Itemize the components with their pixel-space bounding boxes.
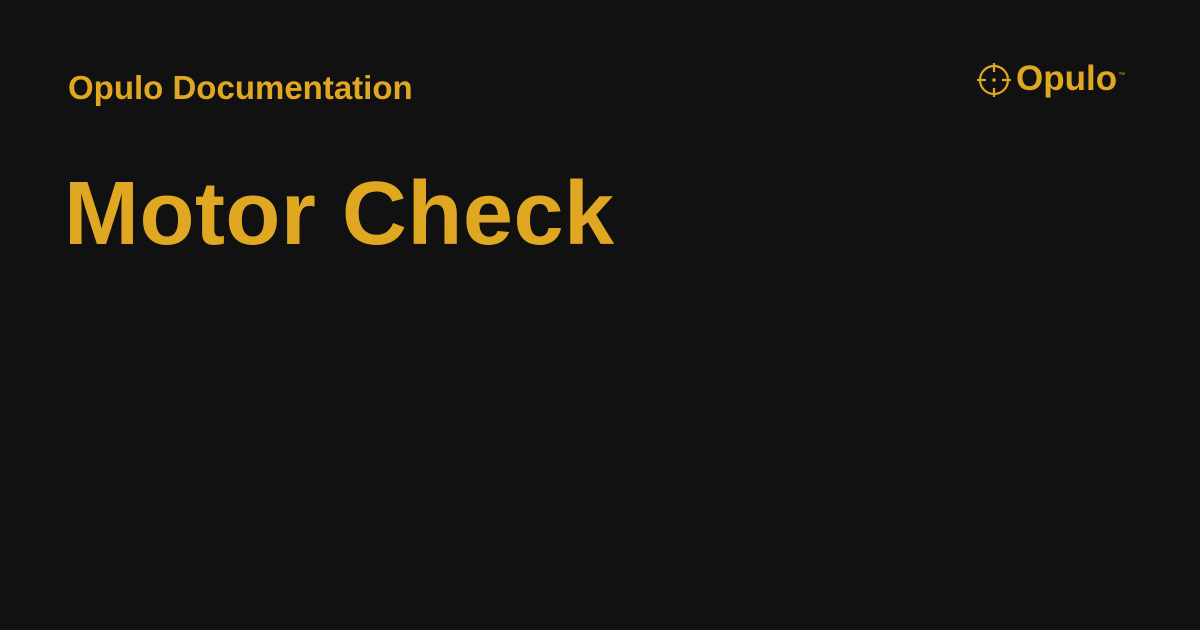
logo-wordmark: Opulo bbox=[1016, 59, 1118, 98]
trademark-symbol: ™ bbox=[1118, 72, 1126, 79]
crosshair-icon bbox=[977, 63, 1011, 97]
site-name: Opulo Documentation bbox=[68, 69, 413, 106]
page-title: Motor Check bbox=[64, 164, 615, 264]
opulo-logo: Opulo ™ bbox=[976, 59, 1126, 98]
